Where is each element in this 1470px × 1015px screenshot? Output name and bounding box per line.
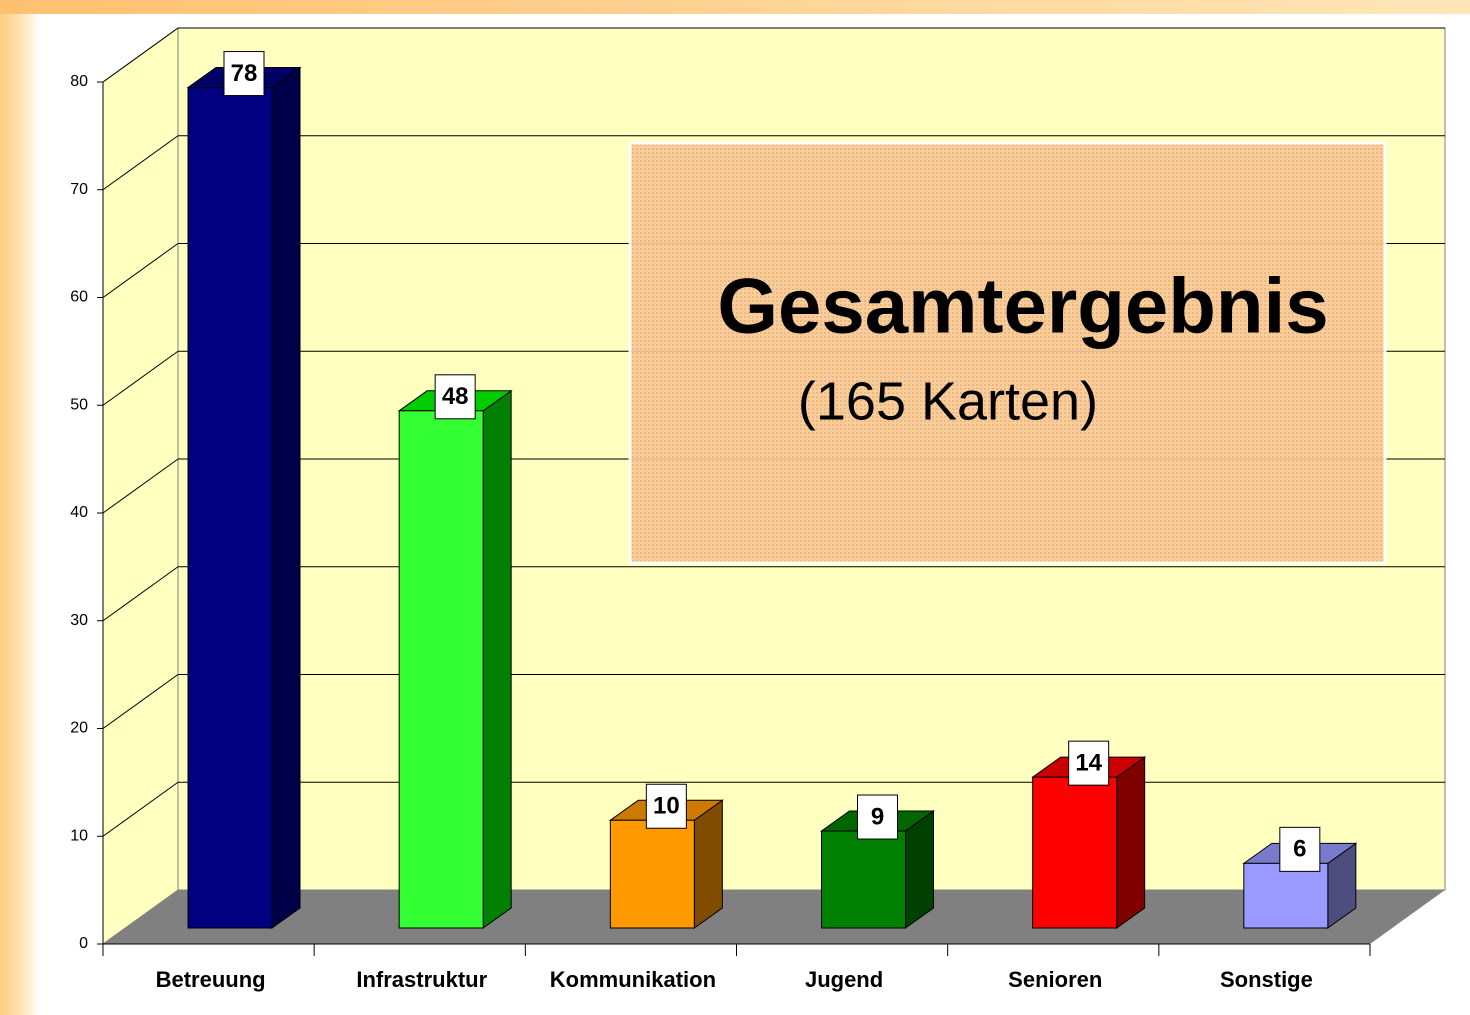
value-label-box — [434, 374, 476, 420]
frame-top — [0, 0, 1470, 14]
y-tick-label: 70 — [70, 181, 88, 198]
x-tick-label: Sonstige — [1220, 967, 1313, 992]
grid-line-side — [102, 350, 179, 406]
annotation-title: Gesamtergebnis — [717, 262, 1328, 350]
y-tick-label: 80 — [70, 73, 88, 90]
value-label-box — [857, 794, 898, 840]
y-tick-label: 10 — [70, 827, 88, 844]
y-tick-label: 50 — [70, 396, 88, 413]
value-label-box — [1068, 740, 1110, 786]
value-label-box — [645, 783, 687, 829]
value-label-box — [1279, 826, 1321, 872]
value-label: 6 — [1293, 836, 1306, 863]
bar-side — [1116, 756, 1146, 929]
bar-side — [271, 66, 301, 929]
x-tick-label: Infrastruktur — [356, 967, 487, 992]
bar-side — [482, 389, 512, 929]
annotation-box — [628, 141, 1387, 565]
x-tick-label: Senioren — [1008, 967, 1102, 992]
value-label: 78 — [231, 60, 258, 87]
x-tick-label: Betreuung — [156, 967, 266, 992]
grid-line-side — [102, 27, 179, 83]
value-label: 14 — [1075, 749, 1102, 776]
annotation-subtitle: (165 Karten) — [798, 371, 1098, 431]
bar-side — [693, 799, 723, 929]
value-label-box — [223, 51, 265, 97]
value-label: 9 — [871, 803, 884, 830]
y-tick-label: 20 — [70, 720, 88, 737]
grid-line-side — [102, 243, 179, 298]
grid-line-side — [102, 566, 179, 622]
grid-line-side — [102, 781, 179, 837]
bar — [609, 819, 695, 929]
x-tick-label: Kommunikation — [550, 967, 716, 992]
value-label: 10 — [653, 793, 680, 820]
y-tick-label: 0 — [79, 935, 88, 952]
grid-line-side — [102, 135, 179, 191]
grid-line-side — [102, 674, 179, 729]
bar — [1032, 776, 1118, 929]
x-tick-label: Jugend — [805, 967, 883, 992]
y-tick-label: 30 — [70, 612, 88, 629]
bar — [821, 830, 906, 929]
bar — [187, 87, 273, 929]
y-tick-label: 60 — [70, 289, 88, 306]
bar — [1243, 862, 1329, 929]
value-label: 48 — [442, 383, 469, 410]
grid-line-side — [102, 458, 179, 514]
bar — [398, 410, 484, 929]
y-tick-label: 40 — [70, 504, 88, 521]
